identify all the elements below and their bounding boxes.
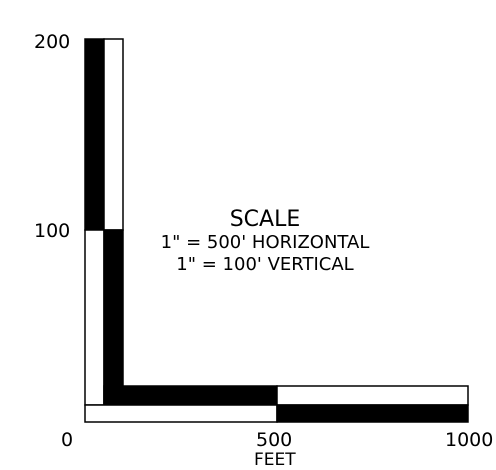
horizontal-segment-upper-right-white <box>276 385 469 406</box>
vertical-segment-right-upper-white <box>103 38 124 231</box>
horizontal-units-label: FEET <box>254 450 296 470</box>
horizontal-segment-upper-left-black <box>103 385 278 406</box>
vertical-segment-left-lower-white <box>84 229 105 406</box>
vertical-tick-label-200: 200 <box>34 31 71 53</box>
scale-legend-title: SCALE <box>229 207 301 232</box>
vertical-segment-left-upper-black <box>84 38 105 231</box>
horizontal-tick-label-0: 0 <box>61 429 74 451</box>
scale-legend-horizontal-ratio: 1" = 500' HORIZONTAL <box>160 232 370 253</box>
scale-legend-vertical-ratio: 1" = 100' VERTICAL <box>176 254 354 275</box>
horizontal-tick-label-1000: 1000 <box>445 429 494 451</box>
horizontal-segment-lower-left-white <box>84 404 278 423</box>
horizontal-tick-label-500: 500 <box>256 429 293 451</box>
vertical-tick-label-100: 100 <box>34 220 71 242</box>
vertical-segment-right-lower-black <box>103 229 124 406</box>
scale-legend: SCALE 1" = 500' HORIZONTAL 1" = 100' VER… <box>150 208 380 276</box>
horizontal-segment-lower-right-black <box>276 404 469 423</box>
